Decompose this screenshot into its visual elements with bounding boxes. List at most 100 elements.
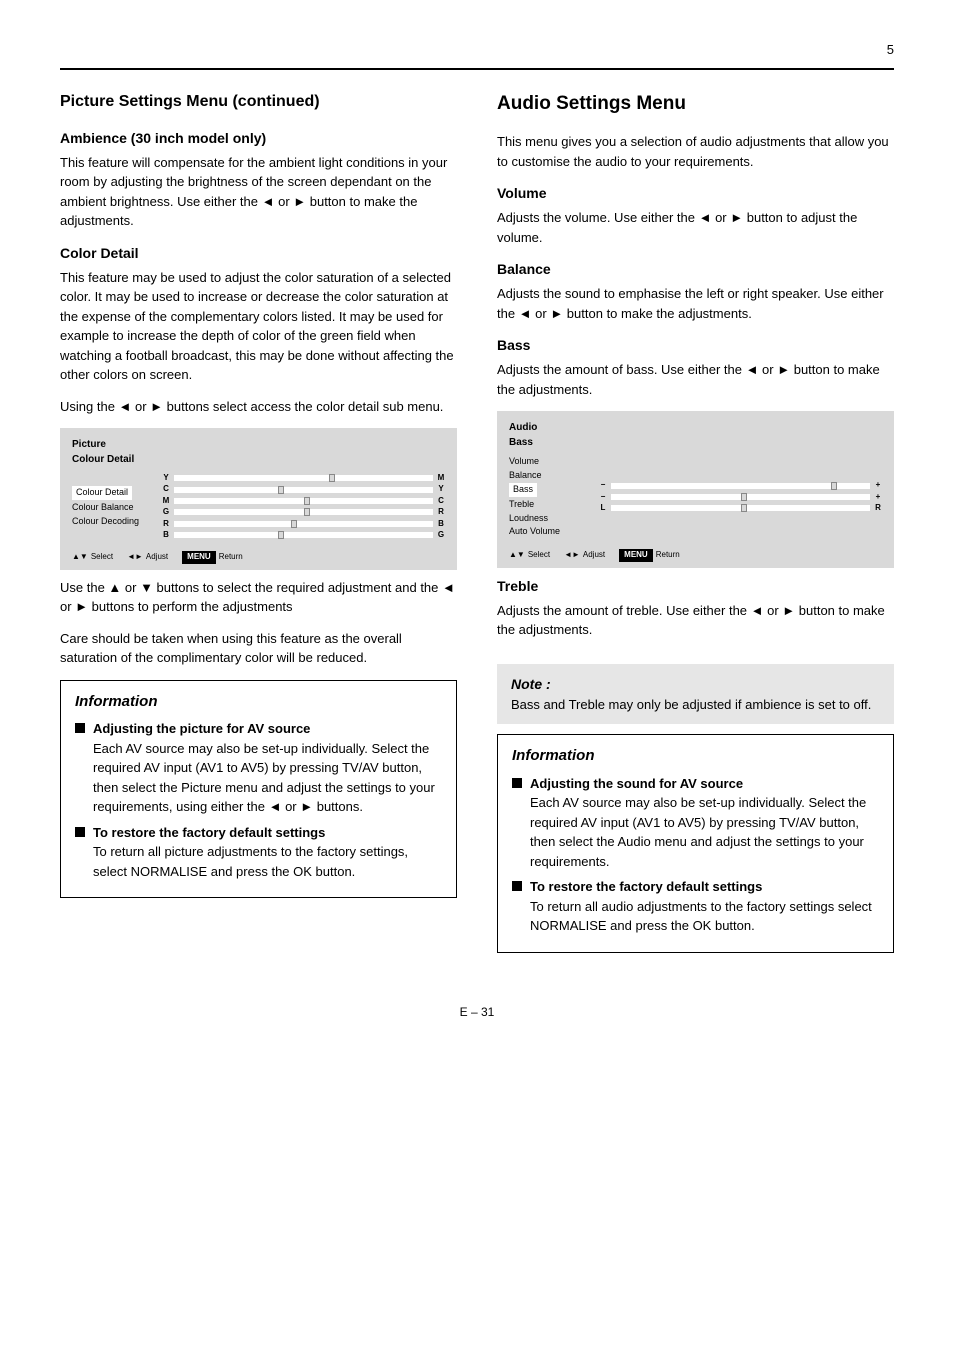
- slider-row: YM: [162, 473, 445, 483]
- slider-thumb: [329, 474, 335, 482]
- slider-label-right: Y: [437, 484, 445, 494]
- slider-label-right: C: [437, 496, 445, 506]
- osd-sliders: −+ −+ LR: [599, 479, 882, 514]
- slider-thumb: [741, 493, 747, 501]
- volume-body: Adjusts the volume. Use either the ◄ or …: [497, 208, 894, 247]
- info-title: Information: [512, 745, 879, 768]
- slider-row: RB: [162, 519, 445, 529]
- info-block1-body: Each AV source may also be set-up indivi…: [93, 739, 442, 817]
- info-block1-title: Adjusting the sound for AV source: [530, 774, 879, 794]
- osd-subtitle: Colour Detail: [72, 453, 445, 466]
- info-block1-body: Each AV source may also be set-up indivi…: [530, 793, 879, 871]
- osd-footer-adjust: Adjust: [146, 552, 168, 562]
- bass-heading: Bass: [497, 335, 894, 356]
- slider-row: CY: [162, 484, 445, 494]
- slider-row: GR: [162, 507, 445, 517]
- slider-label-right: +: [874, 492, 882, 502]
- treble-heading: Treble: [497, 576, 894, 597]
- slider-track: [611, 505, 870, 511]
- menu-chip: MENU: [619, 549, 653, 561]
- info-box-left: Information Adjusting the picture for AV…: [60, 680, 457, 899]
- slider-track: [174, 521, 433, 527]
- right-column: Audio Settings Menu This menu gives you …: [497, 90, 894, 963]
- volume-heading: Volume: [497, 183, 894, 204]
- osd-subtitle: Bass: [509, 436, 882, 449]
- slider-thumb: [278, 486, 284, 494]
- osd-left-items: Volume Balance Bass Treble Loudness Auto…: [509, 455, 599, 539]
- two-column-layout: Picture Settings Menu (continued) Ambien…: [60, 90, 894, 963]
- color-detail-body: This feature may be used to adjust the c…: [60, 268, 457, 385]
- osd-item: Colour Decoding: [72, 515, 162, 529]
- slider-track: [611, 494, 870, 500]
- slider-row: MC: [162, 496, 445, 506]
- osd-selected-item: Colour Detail: [72, 486, 132, 500]
- bullet-icon: [512, 881, 522, 891]
- osd-title: Picture: [72, 438, 445, 451]
- info-block2-title: To restore the factory default settings: [530, 877, 879, 897]
- slider-track: [174, 487, 433, 493]
- top-rule: [60, 68, 894, 70]
- osd-footer-select: Select: [528, 550, 550, 560]
- slider-label-left: L: [599, 503, 607, 513]
- note-title: Note :: [511, 674, 880, 695]
- info-bullet: Adjusting the picture for AV source Each…: [75, 719, 442, 817]
- info-bullet: To restore the factory default settings …: [75, 823, 442, 882]
- osd-item: Colour Balance: [72, 501, 162, 515]
- info-block2-title: To restore the factory default settings: [93, 823, 442, 843]
- bullet-icon: [75, 827, 85, 837]
- slider-label-left: B: [162, 530, 170, 540]
- slider-row: BG: [162, 530, 445, 540]
- slider-label-left: G: [162, 507, 170, 517]
- slider-track: [174, 498, 433, 504]
- slider-row: LR: [599, 503, 882, 513]
- slider-label-right: R: [874, 503, 882, 513]
- bullet-icon: [75, 723, 85, 733]
- treble-body: Adjusts the amount of treble. Use either…: [497, 601, 894, 640]
- ambience-heading: Ambience (30 inch model only): [60, 128, 457, 149]
- slider-label-left: −: [599, 492, 607, 502]
- osd-footer: ▲▼Select ◄►Adjust MENUReturn: [509, 549, 882, 561]
- slider-label-right: B: [437, 519, 445, 529]
- balance-body: Adjusts the sound to emphasise the left …: [497, 284, 894, 323]
- info-block2-body: To return all picture adjustments to the…: [93, 842, 442, 881]
- slider-label-right: R: [437, 507, 445, 517]
- osd-footer-adjust: Adjust: [583, 550, 605, 560]
- info-bullet: Adjusting the sound for AV source Each A…: [512, 774, 879, 872]
- note-body: Bass and Treble may only be adjusted if …: [511, 695, 880, 715]
- osd-item: Loudness: [509, 512, 599, 526]
- slider-label-right: +: [874, 480, 882, 490]
- slider-label-left: M: [162, 496, 170, 506]
- leftright-icon: ◄►: [127, 552, 143, 562]
- slider-row: −+: [599, 480, 882, 490]
- balance-heading: Balance: [497, 259, 894, 280]
- color-detail-adjust: Use the ▲ or ▼ buttons to select the req…: [60, 578, 457, 617]
- page-number-top: 5: [60, 40, 894, 60]
- left-column: Picture Settings Menu (continued) Ambien…: [60, 90, 457, 963]
- slider-thumb: [304, 497, 310, 505]
- ambience-body: This feature will compensate for the amb…: [60, 153, 457, 231]
- audio-osd: Audio Bass Volume Balance Bass Treble Lo…: [497, 411, 894, 568]
- slider-track: [174, 532, 433, 538]
- leftright-icon: ◄►: [564, 550, 580, 560]
- info-bullet: To restore the factory default settings …: [512, 877, 879, 936]
- slider-track: [174, 475, 433, 481]
- osd-item: Treble: [509, 498, 599, 512]
- osd-footer-return: Return: [656, 550, 680, 560]
- slider-thumb: [741, 504, 747, 512]
- osd-footer-select: Select: [91, 552, 113, 562]
- audio-menu-heading: Audio Settings Menu: [497, 90, 894, 119]
- slider-track: [174, 509, 433, 515]
- updown-icon: ▲▼: [72, 552, 88, 562]
- updown-icon: ▲▼: [509, 550, 525, 560]
- slider-label-left: −: [599, 480, 607, 490]
- note-box: Note : Bass and Treble may only be adjus…: [497, 664, 894, 725]
- menu-chip: MENU: [182, 551, 216, 563]
- bass-body: Adjusts the amount of bass. Use either t…: [497, 360, 894, 399]
- info-block1-title: Adjusting the picture for AV source: [93, 719, 442, 739]
- osd-item: Balance: [509, 469, 599, 483]
- slider-label-right: M: [437, 473, 445, 483]
- slider-thumb: [831, 482, 837, 490]
- info-block2-body: To return all audio adjustments to the f…: [530, 897, 879, 936]
- color-detail-how: Using the ◄ or ► buttons select access t…: [60, 397, 457, 417]
- slider-track: [611, 483, 870, 489]
